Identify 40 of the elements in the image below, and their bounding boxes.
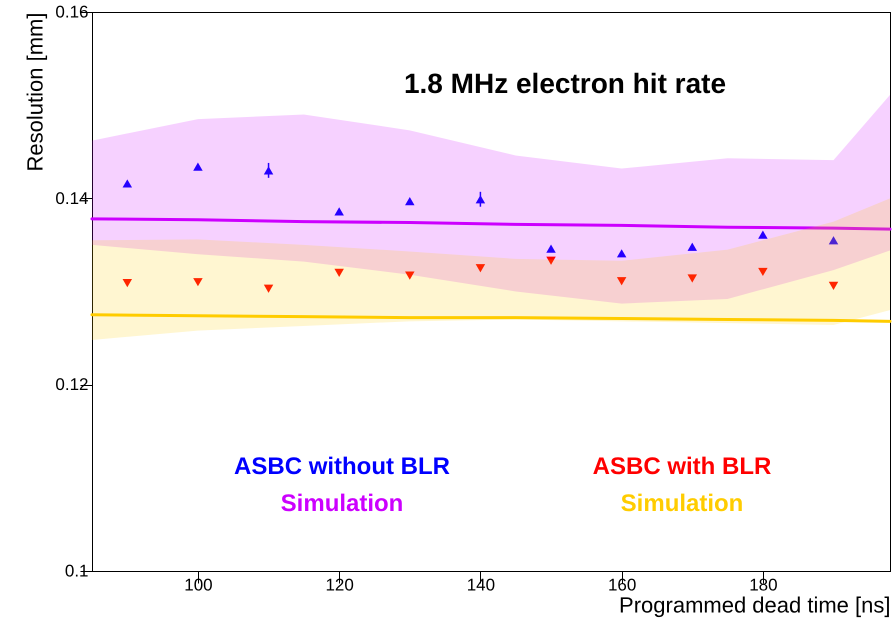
point: [688, 242, 698, 251]
line-series: [90, 313, 892, 323]
point: [334, 268, 344, 277]
point: [122, 179, 132, 188]
x-tick-label: 100: [184, 576, 213, 594]
point: [476, 195, 486, 204]
y-tick-label: 0.14: [55, 188, 88, 208]
y-axis-title: Resolution [mm]: [22, 12, 48, 172]
text: ASBC without BLR: [234, 453, 450, 480]
point: [405, 272, 415, 280]
point: [334, 207, 344, 216]
point: [616, 277, 626, 286]
point: [616, 249, 626, 258]
point: [122, 279, 132, 288]
x-axis-title: Programmed dead time [ns]: [619, 592, 890, 618]
text: Simulation: [620, 490, 744, 517]
point: [546, 256, 556, 265]
x-tick-label: 180: [749, 576, 778, 594]
point: [193, 278, 203, 286]
y-tick-label: 0.16: [55, 2, 88, 22]
point: [758, 268, 768, 276]
point: [405, 197, 415, 206]
point: [264, 284, 274, 293]
y-tick-label: 0.1: [64, 562, 88, 580]
line-series: [90, 217, 892, 231]
point: [828, 236, 838, 244]
x-tick-label: 160: [608, 576, 636, 594]
point: [688, 274, 698, 283]
point: [758, 230, 768, 239]
text: ASBC with BLR: [592, 453, 772, 480]
point: [476, 264, 486, 272]
point: [828, 282, 838, 290]
x-tick-label: 120: [325, 576, 354, 594]
y-tick-label: 0.12: [55, 375, 88, 394]
point: [546, 244, 556, 253]
text: Simulation: [280, 490, 404, 517]
x-tick-label: 140: [466, 576, 496, 594]
point: [193, 162, 203, 171]
text: 1.8 MHz electron hit rate: [404, 68, 726, 99]
point: [264, 166, 274, 174]
